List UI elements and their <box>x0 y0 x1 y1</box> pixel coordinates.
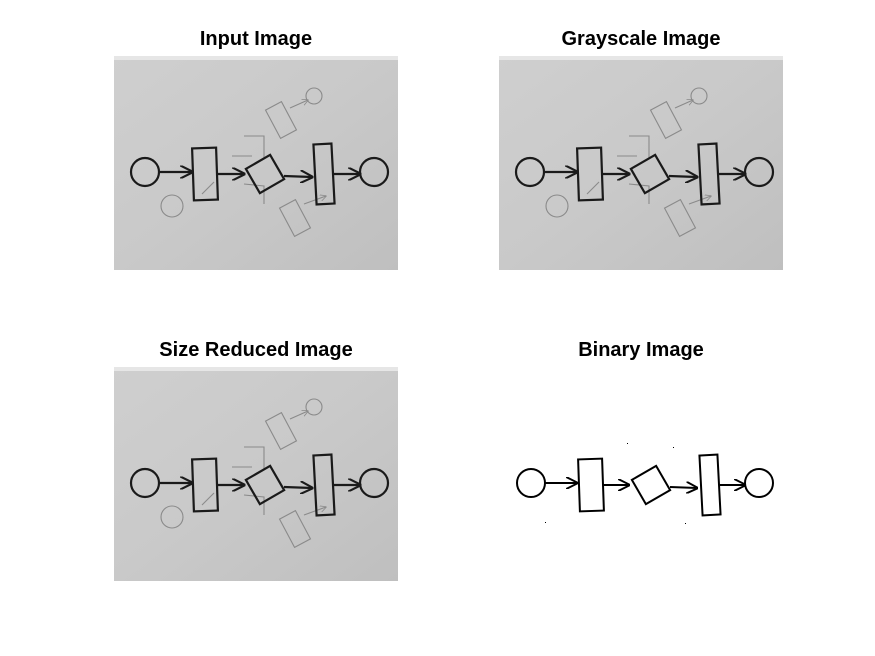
grayscale-image-panel: Grayscale Image <box>499 26 783 270</box>
binary-image-panel: Binary Image <box>499 337 783 581</box>
binary-image-title: Binary Image <box>499 337 783 363</box>
grayscale-image <box>499 56 783 270</box>
size-reduced-image-panel: Size Reduced Image <box>114 337 398 581</box>
grayscale-image-title: Grayscale Image <box>499 26 783 52</box>
input-image <box>114 56 398 270</box>
input-image-panel: Input Image <box>114 26 398 270</box>
size-reduced-image-title: Size Reduced Image <box>114 337 398 363</box>
size-reduced-image <box>114 367 398 581</box>
input-image-title: Input Image <box>114 26 398 52</box>
binary-image <box>499 367 783 581</box>
